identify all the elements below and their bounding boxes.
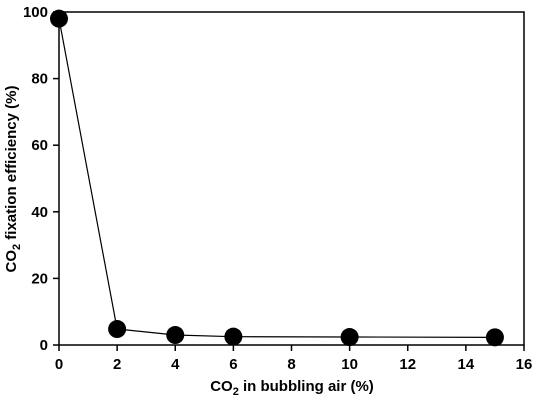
data-point xyxy=(224,327,243,346)
x-tick-label: 4 xyxy=(171,356,180,373)
data-point xyxy=(108,320,127,339)
x-tick-label: 14 xyxy=(458,356,475,373)
x-tick-label: 0 xyxy=(55,356,63,373)
data-point xyxy=(340,328,359,347)
y-tick-label: 20 xyxy=(31,270,48,287)
x-tick-label: 12 xyxy=(399,356,416,373)
y-tick-label: 80 xyxy=(31,71,48,88)
data-point xyxy=(166,326,185,345)
y-axis-title: CO2 fixation efficiency (%) xyxy=(3,86,23,273)
series-line xyxy=(58,18,495,338)
y-tick-label: 60 xyxy=(31,137,48,154)
plot-frame xyxy=(58,11,525,346)
data-point xyxy=(50,9,68,28)
x-tick-label: 10 xyxy=(341,356,358,373)
x-axis-title: CO2 in bubbling air (%) xyxy=(210,378,374,398)
y-tick-label: 0 xyxy=(40,337,48,354)
y-tick-label: 40 xyxy=(31,204,48,221)
x-tick-label: 2 xyxy=(113,356,121,373)
x-tick-label: 8 xyxy=(287,356,295,373)
y-tick-label: 100 xyxy=(23,4,48,21)
plot-area: 0 2 4 6 8 10 12 14 16 0 20 40 60 80 100 xyxy=(23,4,532,373)
data-point xyxy=(485,328,504,347)
x-tick-label: 6 xyxy=(229,356,237,373)
x-tick-label: 16 xyxy=(516,356,533,373)
